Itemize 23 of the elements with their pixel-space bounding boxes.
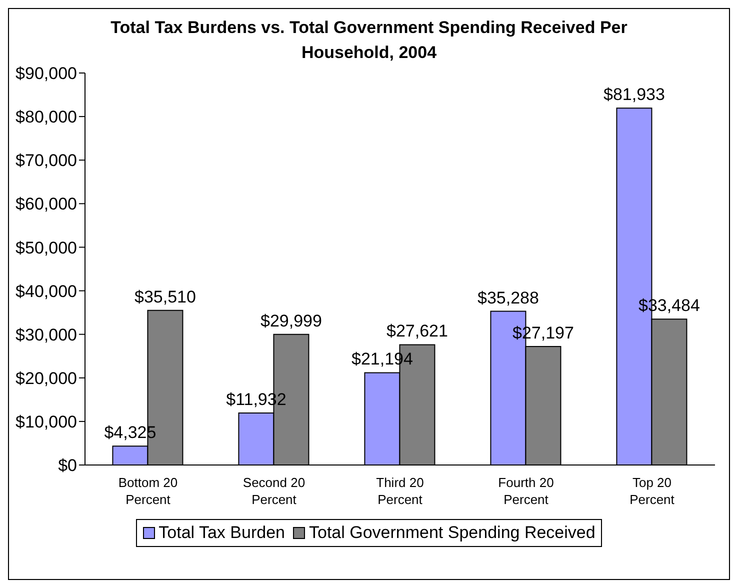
y-tick-label: $40,000: [16, 282, 77, 301]
data-label: $35,288: [477, 288, 539, 308]
x-tick-label: Bottom 20 Percent: [118, 475, 178, 507]
y-tick-label: $60,000: [16, 194, 77, 214]
y-tick-label: $20,000: [16, 368, 77, 388]
data-label: $29,999: [260, 311, 322, 330]
y-tick-label: $10,000: [16, 412, 77, 432]
y-tick-label: $90,000: [16, 64, 77, 84]
chart-title: Total Tax Burdens vs. Total Government Spending Received Per Household, 2004: [110, 17, 628, 64]
data-label: $27,621: [386, 322, 448, 341]
y-tick-label: $0: [58, 456, 77, 476]
x-tick-label: Third 20 Percent: [376, 475, 424, 507]
data-label: $81,933: [603, 85, 665, 104]
x-tick-label: Top 20 Percent: [630, 475, 675, 507]
data-label: $35,510: [134, 287, 196, 306]
legend-label: Total Tax Burden: [158, 523, 285, 543]
x-tick-label: Second 20 Percent: [242, 475, 306, 507]
y-tick-label: $70,000: [16, 151, 77, 170]
x-tick-label: Fourth 20 Percent: [498, 475, 554, 507]
y-tick-label: $50,000: [16, 238, 77, 258]
y-tick-label: $30,000: [16, 325, 77, 344]
legend-label: Total Government Spending Received: [308, 523, 596, 543]
y-tick-label: $80,000: [16, 108, 77, 127]
